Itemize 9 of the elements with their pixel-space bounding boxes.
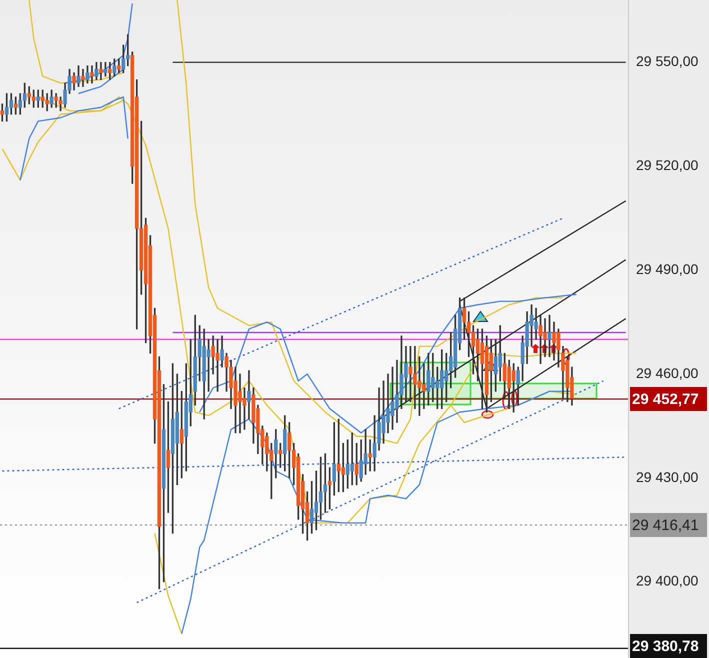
y-tick-label: 29 430,00 (636, 468, 698, 485)
y-tick-label: 29 550,00 (636, 53, 698, 70)
ref-line-label: 29 380,78 (632, 638, 699, 656)
y-tick-label: 29 520,00 (636, 157, 698, 174)
ref-line-label: 29 416,41 (632, 517, 699, 534)
y-tick-label: 29 460,00 (636, 364, 698, 381)
ref-line-label: 29 452,77 (632, 391, 699, 408)
y-tick-label: 29 400,00 (636, 572, 698, 589)
y-tick-label: 29 490,00 (636, 260, 698, 277)
